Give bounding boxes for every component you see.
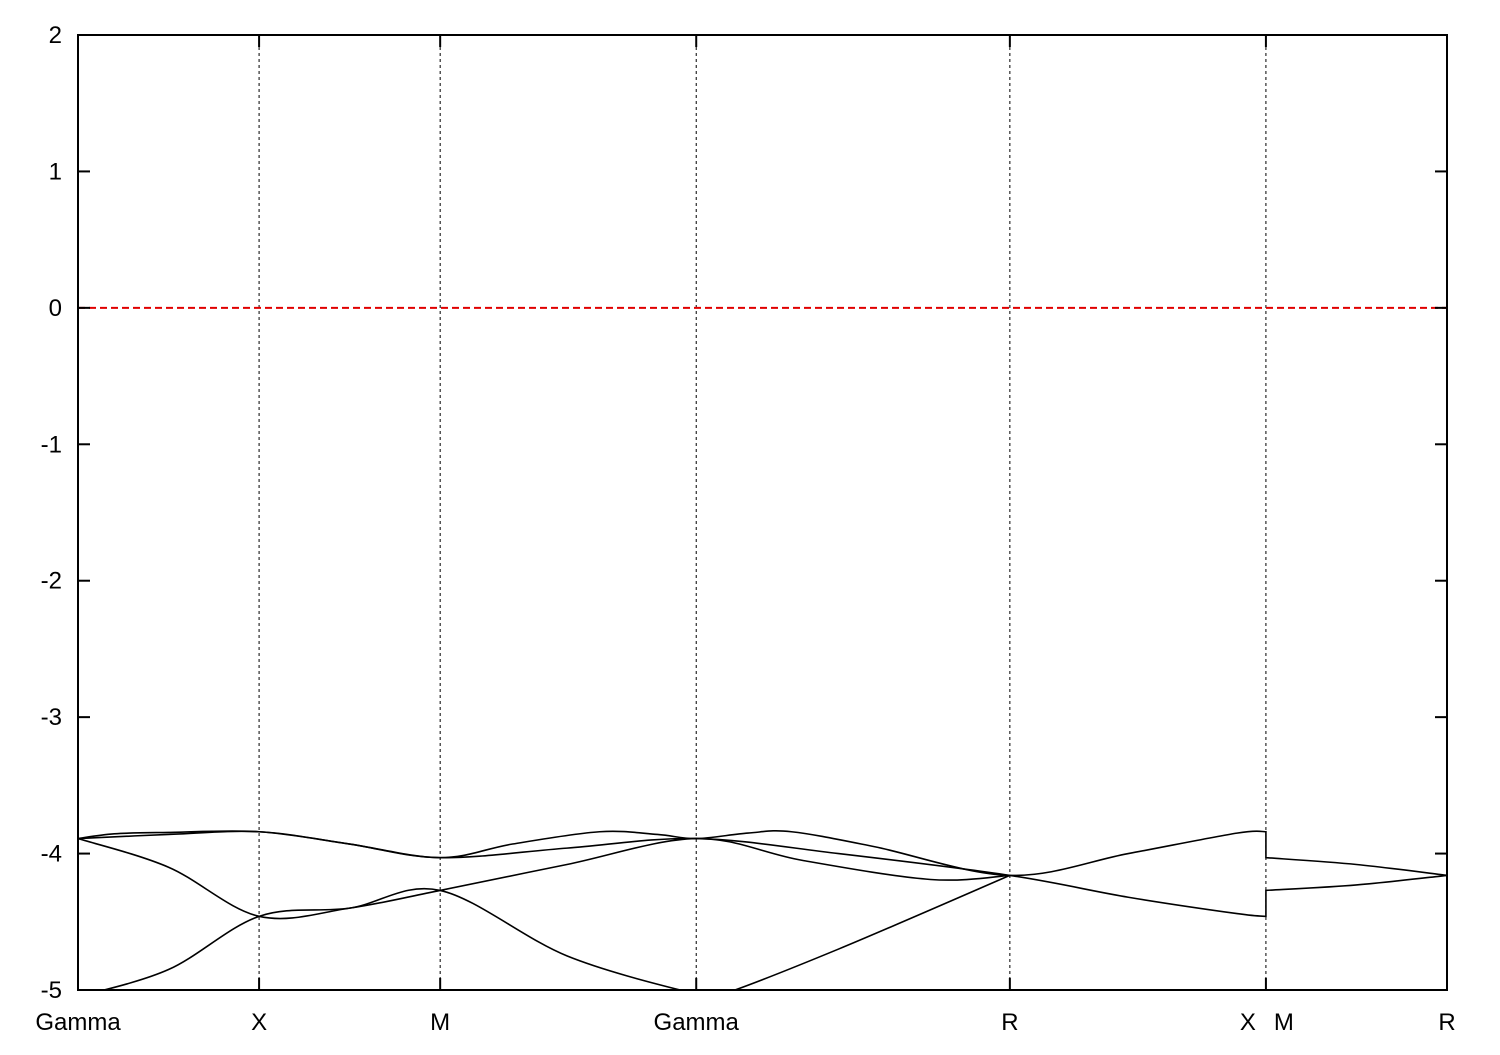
y-tick-label: -5 (41, 977, 62, 1004)
y-axis: 2 1 0 -1 -2 -3 -4 -5 (41, 22, 1447, 1004)
band-line (100, 874, 1011, 990)
x-tick-label: R (1001, 1009, 1018, 1036)
band-line (78, 837, 1010, 920)
y-tick-label: 1 (49, 158, 62, 185)
band-line (78, 830, 1447, 877)
y-tick-label: 0 (49, 295, 62, 322)
x-tick-label: M (1274, 1009, 1294, 1036)
x-tick-label: X (251, 1009, 267, 1036)
band-line (78, 830, 1447, 918)
x-tick-label: Gamma (654, 1009, 740, 1036)
y-tick-label: -3 (41, 704, 62, 731)
y-tick-label: -4 (41, 841, 62, 868)
symmetry-lines (258, 35, 1267, 990)
plot-frame (77, 34, 1448, 991)
x-tick-label: Gamma (35, 1009, 121, 1036)
x-tick-label: X (1240, 1009, 1256, 1036)
x-tick-label: M (430, 1009, 450, 1036)
y-tick-label: -1 (41, 431, 62, 458)
bands (78, 830, 1447, 990)
x-tick-label: R (1438, 1009, 1455, 1036)
y-tick-label: 2 (49, 22, 62, 49)
x-axis: Gamma X M Gamma R X M R (35, 35, 1456, 1036)
y-tick-label: -2 (41, 568, 62, 595)
